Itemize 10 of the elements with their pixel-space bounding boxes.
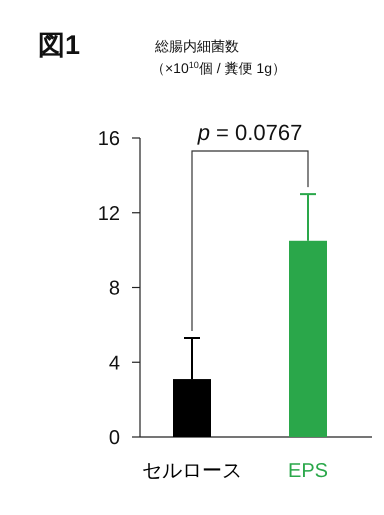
y-tick-label: 8 (108, 278, 120, 300)
y-tick-label: 0 (108, 427, 120, 449)
x-tick-label: セルロース (142, 460, 242, 482)
y-axis-title: 総腸内細菌数（×10$^{10}$個 / 糞便 1g） (151, 38, 286, 76)
chart-title: 図1 (38, 30, 80, 60)
x-tick-label: EPS (288, 460, 328, 482)
y-tick-label: 12 (98, 202, 120, 225)
y-tick-label: 4 (108, 352, 120, 374)
annotation: p = 0.0767 (196, 120, 302, 145)
y-tick-label: 16 (98, 128, 120, 150)
